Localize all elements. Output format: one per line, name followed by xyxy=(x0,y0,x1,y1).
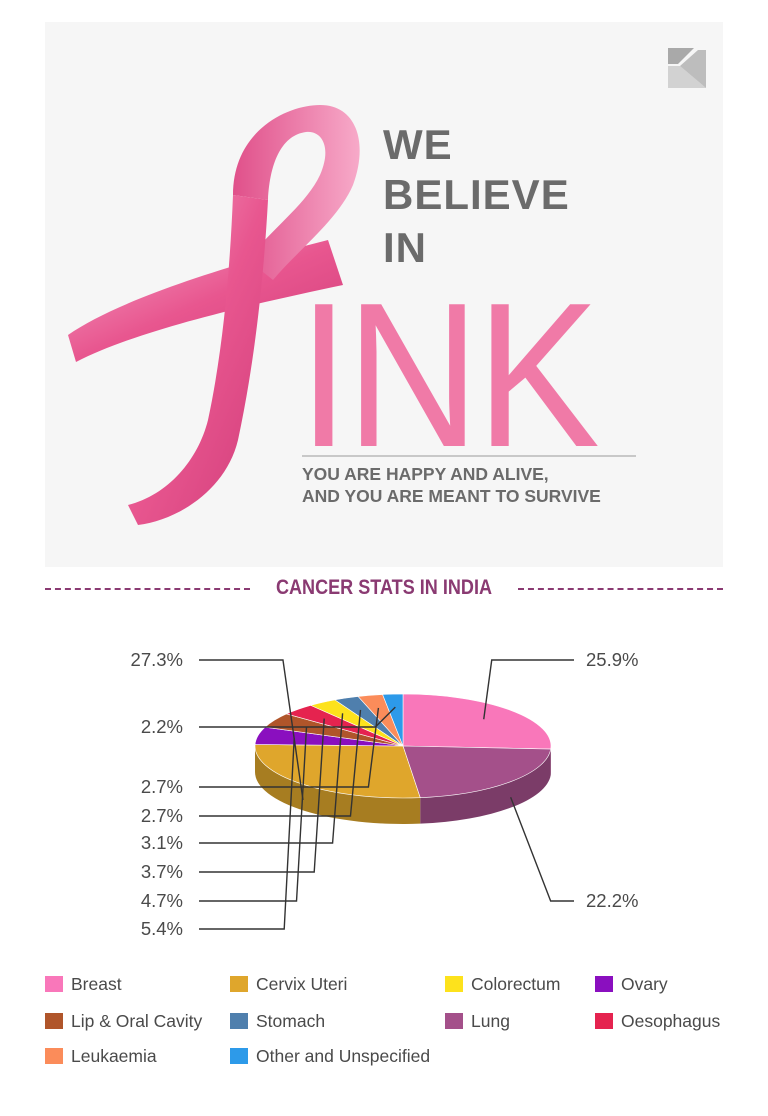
legend-item-cervix-uteri: Cervix Uteri xyxy=(230,974,347,994)
legend-swatch xyxy=(445,976,463,992)
legend-swatch xyxy=(45,976,63,992)
legend-item-colorectum: Colorectum xyxy=(445,974,560,994)
data-label-oesophagus: 3.7% xyxy=(141,861,183,882)
hero-tagline-line-1: YOU ARE HAPPY AND ALIVE, xyxy=(302,464,549,484)
leader-line-breast xyxy=(483,659,574,720)
pie-slice-lung xyxy=(402,745,552,798)
pie-slice-breast xyxy=(402,693,552,750)
data-label-other-and-unspecified: 2.2% xyxy=(141,716,183,737)
legend-label: Leukaemia xyxy=(71,1045,157,1066)
data-label-breast: 25.9% xyxy=(586,649,638,670)
legend-swatch xyxy=(230,976,248,992)
legend-swatch xyxy=(230,1013,248,1029)
hero-divider xyxy=(302,455,636,457)
hero-title-line-2: BELIEVE xyxy=(383,171,570,218)
pink-ribbon-icon xyxy=(68,105,360,525)
leader-line-lung xyxy=(509,797,574,902)
legend-label: Lung xyxy=(471,1010,510,1031)
data-label-ovary: 5.4% xyxy=(141,918,183,939)
legend-item-stomach: Stomach xyxy=(230,1011,325,1031)
data-label-stomach: 2.7% xyxy=(141,805,183,826)
legend-label: Cervix Uteri xyxy=(256,973,348,994)
legend-item-other-and-unspecified: Other and Unspecified xyxy=(230,1046,430,1066)
pie-side-lung xyxy=(420,749,551,824)
leader-line-stomach xyxy=(199,709,362,817)
pie-side-cervix-uteri xyxy=(255,746,421,824)
chart-legend: Breast Cervix Uteri Colorectum Ovary Lip & O… xyxy=(45,970,745,1080)
legend-item-leukaemia: Leukaemia xyxy=(45,1046,157,1066)
data-label-lung: 22.2% xyxy=(586,890,638,911)
pie-slice-other-and-unspecified xyxy=(382,693,404,747)
legend-swatch xyxy=(595,1013,613,1029)
section-divider-right xyxy=(518,588,723,590)
data-label-cervix-uteri: 27.3% xyxy=(131,649,183,670)
brand-logo-icon xyxy=(668,48,706,88)
legend-label: Ovary xyxy=(621,973,668,994)
legend-swatch xyxy=(45,1048,63,1064)
legend-item-ovary: Ovary xyxy=(595,974,668,994)
legend-swatch xyxy=(445,1013,463,1029)
data-label-lip-oral-cavity: 4.7% xyxy=(141,890,183,911)
hero-title-line-3: IN xyxy=(383,224,427,271)
cancer-pie-chart: 27.3% 2.2% 2.7% 2.7% 3.1% 3.7% 4.7% 5.4% 25.9% 22… xyxy=(131,649,639,939)
leader-line-ovary xyxy=(199,738,295,930)
section-divider-left xyxy=(45,588,250,590)
leader-line-oesophagus xyxy=(199,718,325,873)
legend-item-lung: Lung xyxy=(445,1011,510,1031)
legend-label: Colorectum xyxy=(471,973,561,994)
section-title: CANCER STATS IN INDIA xyxy=(275,576,493,599)
hero-tagline-line-2: AND YOU ARE MEANT TO SURVIVE xyxy=(302,486,601,506)
leader-line-leukaemia xyxy=(199,707,380,788)
legend-item-oesophagus: Oesophagus xyxy=(595,1011,720,1031)
legend-item-lip-oral-cavity: Lip & Oral Cavity xyxy=(45,1011,202,1031)
leader-line-colorectum xyxy=(199,713,344,844)
legend-label: Stomach xyxy=(256,1010,326,1031)
legend-label: Breast xyxy=(71,973,122,994)
hero-big-word: INK xyxy=(298,260,600,490)
legend-swatch xyxy=(45,1013,63,1029)
legend-label: Other and Unspecified xyxy=(256,1045,431,1066)
leader-line-lip-oral-cavity xyxy=(199,726,308,902)
legend-item-breast: Breast xyxy=(45,974,122,994)
leader-line-cervix-uteri xyxy=(199,659,304,801)
legend-label: Lip & Oral Cavity xyxy=(71,1010,203,1031)
data-label-colorectum: 3.1% xyxy=(141,832,183,853)
data-label-leukaemia: 2.7% xyxy=(141,776,183,797)
legend-swatch xyxy=(230,1048,248,1064)
legend-swatch xyxy=(595,976,613,992)
hero-title-line-1: WE xyxy=(383,121,453,168)
legend-label: Oesophagus xyxy=(621,1010,721,1031)
